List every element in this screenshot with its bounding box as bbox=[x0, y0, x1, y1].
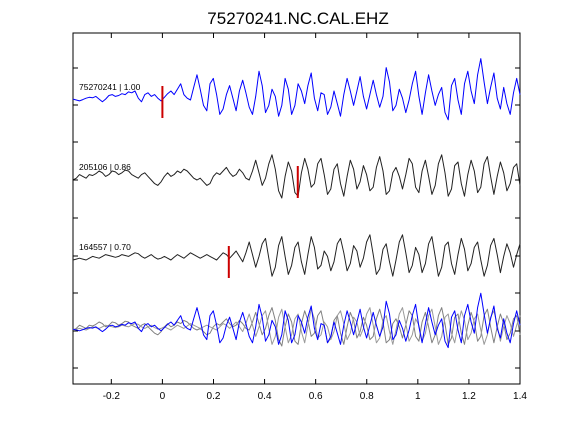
trace-labels: 75270241 | 1.00 205106 | 0.86 164557 | 0.7… bbox=[79, 82, 141, 252]
plot-frame bbox=[72, 32, 521, 385]
trace-label-3: 164557 | 0.70 bbox=[79, 242, 131, 252]
overlay-layer bbox=[72, 292, 521, 349]
chart-title: 75270241.NC.CAL.EHZ bbox=[207, 9, 388, 28]
x-tick-label: -0.2 bbox=[103, 391, 121, 402]
x-tick-label: 0.6 bbox=[309, 391, 323, 402]
x-tick-label: 0.4 bbox=[258, 391, 272, 402]
trace-line-3 bbox=[72, 234, 521, 277]
overlay-trace-3 bbox=[72, 307, 521, 345]
trace-line-2 bbox=[72, 154, 521, 199]
trace-label-2: 205106 | 0.86 bbox=[79, 162, 131, 172]
x-tick-label: 1.4 bbox=[513, 391, 527, 402]
x-tick-label: 0.2 bbox=[207, 391, 221, 402]
x-tick-label: 1.2 bbox=[462, 391, 476, 402]
trace-line-1 bbox=[72, 58, 521, 121]
x-tick-label: 0.8 bbox=[360, 391, 374, 402]
traces-layer bbox=[72, 58, 521, 278]
x-tick-label: 0 bbox=[160, 391, 166, 402]
overlay-trace-2 bbox=[72, 307, 521, 347]
x-tick-label: 1 bbox=[415, 391, 421, 402]
trace-label-1: 75270241 | 1.00 bbox=[79, 82, 141, 92]
overlay-trace-1 bbox=[72, 292, 521, 349]
x-axis: -0.2 0 0.2 0.4 0.6 0.8 1 1.2 1.4 bbox=[73, 33, 527, 402]
